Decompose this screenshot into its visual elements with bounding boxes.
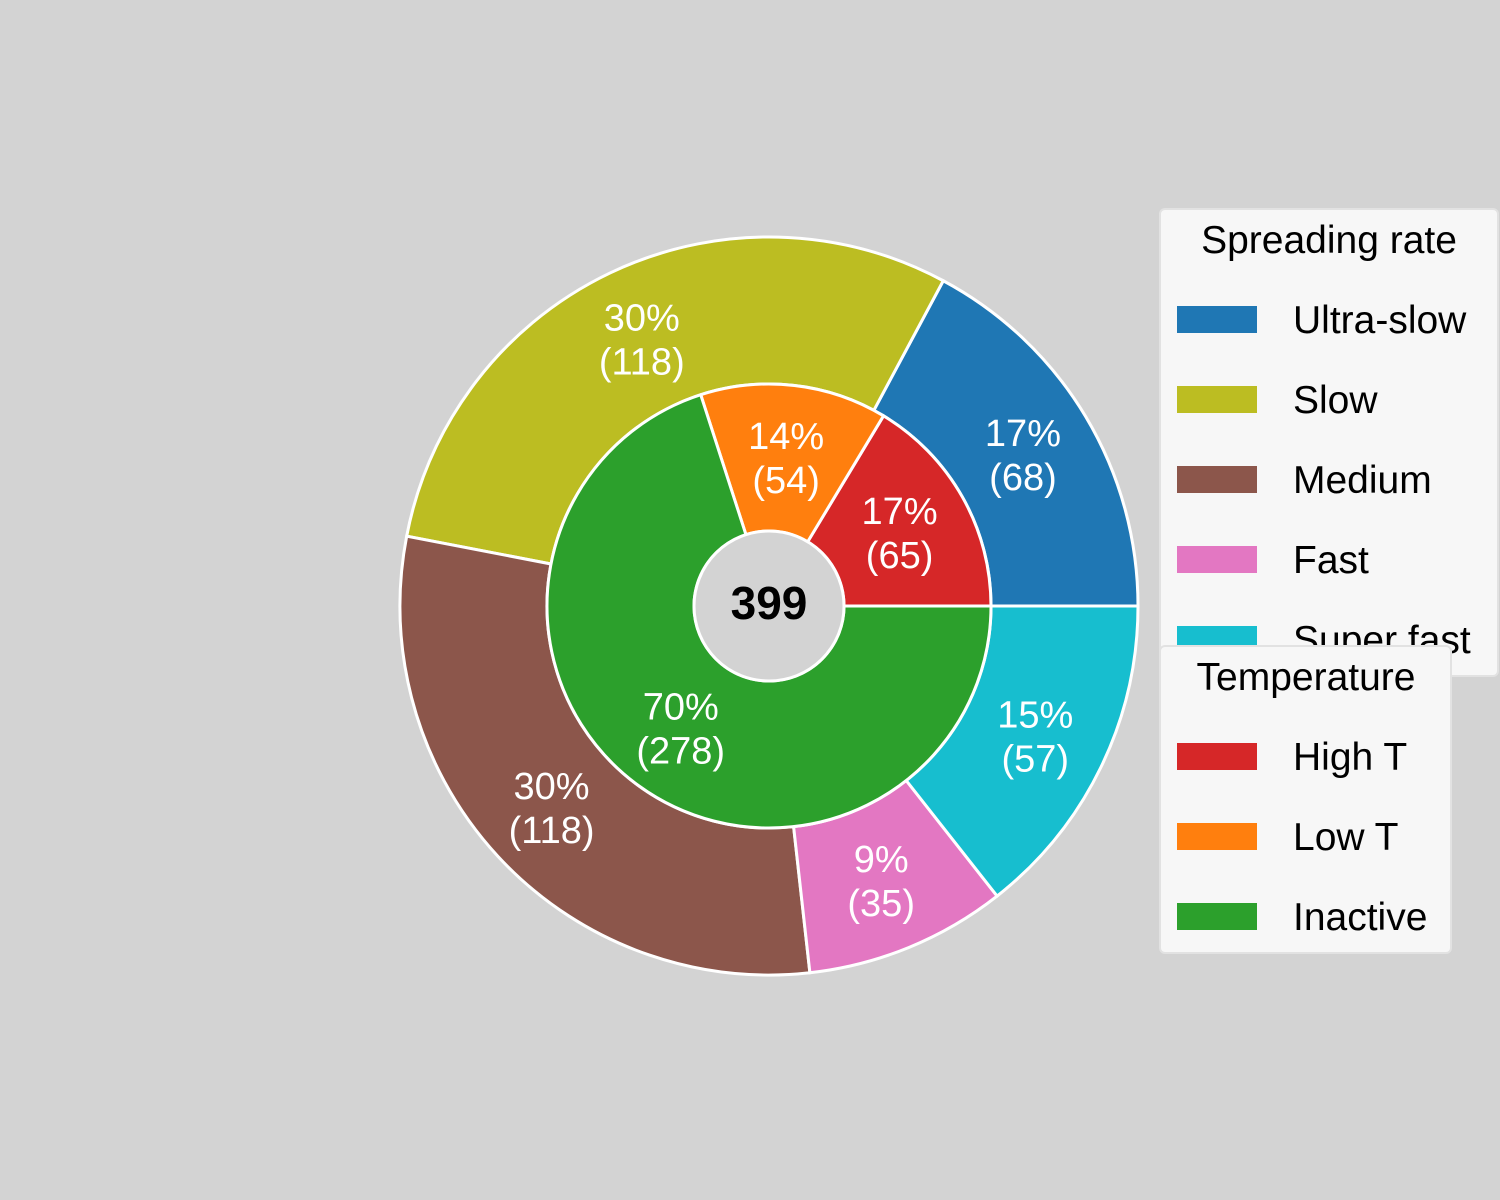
outer-label-super-fast: 15% (57) [997, 694, 1073, 780]
slice-labels: 17% (68)30% (118)30% (118)9% (35)15% (57)17%(… [509, 298, 1074, 925]
legend-rate-entry-ultra-slow: Ultra-slow [1293, 299, 1467, 342]
legend-spreading-rate: Spreading rate Ultra-slowSlowMediumFastS… [1159, 208, 1499, 677]
legend-spreading-rate-frame [1159, 208, 1499, 677]
inner-label-low-t: 14% (54) [748, 416, 824, 502]
legend-temp-entry-low-t: Low T [1293, 816, 1399, 859]
inner-percent-high-t: 17% [862, 491, 938, 533]
outer-percent-ultra-slow: 17% [985, 413, 1061, 455]
legend-temp-swatch-high-t [1177, 743, 1257, 770]
outer-label-fast: 9% (35) [847, 839, 915, 925]
outer-ring-spreading-rate [398, 235, 1140, 977]
inner-label-inactive: 70% (278) [636, 686, 725, 772]
inner-label-high-t: 17% (65) [862, 491, 938, 577]
outer-label-medium: 30% (118) [509, 766, 595, 852]
legend-temperature-title: Temperature [1197, 656, 1416, 699]
legend-temperature: Temperature High T Low T Inactive [1159, 645, 1452, 954]
legend-rate-swatch-medium [1177, 466, 1257, 493]
outer-count-slow: (118) [599, 342, 685, 384]
inner-percent-low-t: 14% [748, 416, 824, 458]
outer-count-fast: (35) [847, 883, 915, 925]
outer-percent-fast: 9% [854, 839, 909, 881]
legend-rate-entry-medium: Medium [1293, 459, 1432, 502]
legend-temp-swatch-low-t [1177, 823, 1257, 850]
outer-percent-super-fast: 15% [997, 694, 1073, 736]
legend-rate-entry-slow: Slow [1293, 379, 1378, 422]
outer-percent-medium: 30% [514, 766, 590, 808]
legend-rate-swatch-fast [1177, 546, 1257, 573]
legend-temp-entry-high-t: High T [1293, 736, 1407, 779]
outer-label-slow: 30% (118) [599, 298, 685, 384]
outer-percent-slow: 30% [604, 298, 680, 340]
legend-rate-entry-fast: Fast [1293, 539, 1369, 582]
outer-count-super-fast: (57) [1001, 738, 1069, 780]
legend-temp-swatch-inactive [1177, 903, 1257, 930]
center-hole [692, 529, 846, 683]
inner-count-low-t: (54) [752, 460, 820, 502]
center-total-label: 399 [731, 577, 808, 629]
legend-temp-entry-inactive: Inactive [1293, 896, 1427, 939]
legend-spreading-rate-title: Spreading rate [1201, 219, 1457, 262]
outer-count-ultra-slow: (68) [989, 457, 1057, 499]
inner-count-inactive: (278) [636, 730, 725, 772]
inner-percent-inactive: 70% [643, 686, 719, 728]
outer-count-medium: (118) [509, 810, 595, 852]
inner-count-high-t: (65) [866, 535, 934, 577]
legend-temperature-frame [1159, 645, 1452, 954]
outer-label-ultra-slow: 17% (68) [985, 413, 1061, 499]
inner-ring-temperature [545, 382, 993, 830]
legend-rate-swatch-ultra-slow [1177, 306, 1257, 333]
legend-rate-swatch-slow [1177, 386, 1257, 413]
